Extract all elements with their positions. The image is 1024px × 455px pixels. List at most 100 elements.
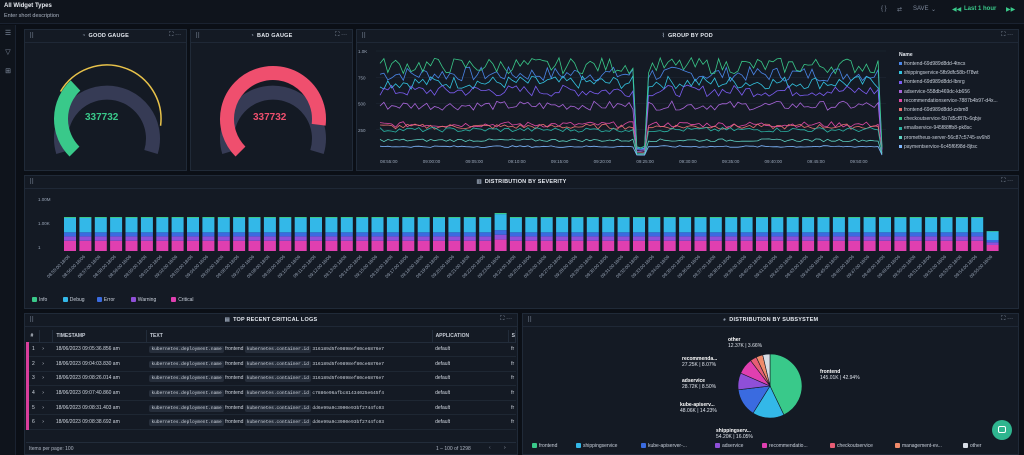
- column-header-text[interactable]: TEXT: [146, 330, 433, 343]
- drag-handle-icon[interactable]: ⠿: [361, 33, 367, 40]
- bar-segment: [356, 240, 369, 251]
- bar-segment: [786, 218, 799, 233]
- expand-row-icon[interactable]: ›: [39, 371, 53, 387]
- legend-item[interactable]: adservice-558db469dc-kb656: [899, 89, 970, 95]
- previous-page-icon[interactable]: ‹: [489, 445, 491, 451]
- legend-checkbox[interactable]: [532, 443, 537, 449]
- legend-title: Name: [899, 52, 913, 58]
- column-header-timestamp[interactable]: TIMESTAMP: [52, 330, 147, 343]
- series-line: [379, 145, 883, 156]
- panel-actions[interactable]: ⛶ ⋯: [1001, 32, 1013, 38]
- legend-item[interactable]: frontend-69d989d8dd-lbnrg: [899, 79, 965, 85]
- legend-checkbox[interactable]: [62, 297, 68, 303]
- legend-item[interactable]: management-ev...: [895, 443, 942, 449]
- bar-segment: [433, 217, 445, 218]
- legend-item[interactable]: Warning: [130, 297, 156, 303]
- legend-item[interactable]: frontend: [532, 443, 557, 449]
- time-range-button[interactable]: Last 1 hour: [964, 6, 997, 12]
- expand-row-icon[interactable]: ›: [39, 414, 53, 431]
- chevron-down-icon[interactable]: ⌄: [931, 7, 937, 13]
- pie-slice[interactable]: [762, 353, 771, 387]
- legend-item[interactable]: paymentservice-6c45f6f98d-8jtsc: [899, 144, 977, 150]
- expand-row-icon[interactable]: ›: [39, 342, 53, 358]
- legend-item[interactable]: shippingservice-5fb9dfc58b-f78wt: [899, 70, 979, 76]
- drag-handle-icon[interactable]: ⠿: [29, 179, 35, 186]
- panel-actions[interactable]: ⛶ ⋯: [1001, 178, 1013, 184]
- legend-item[interactable]: frontend-69d989d8dd-4tncs: [899, 61, 965, 67]
- bar-segment: [571, 217, 584, 218]
- pie-slice[interactable]: [769, 353, 803, 416]
- legend-item[interactable]: other: [963, 443, 981, 449]
- legend-checkbox[interactable]: [130, 297, 136, 303]
- legend-checkbox[interactable]: [830, 443, 835, 449]
- table-row[interactable]: 1 › 18/06/2023 09:05:36.856 am kubernete…: [26, 342, 516, 358]
- legend-checkbox[interactable]: [895, 443, 900, 449]
- legend-item[interactable]: Critical: [171, 297, 193, 303]
- row-application: default: [432, 356, 509, 372]
- legend-item[interactable]: Info: [32, 297, 47, 303]
- previous-range-icon[interactable]: ◀◀: [952, 7, 962, 13]
- text-value: 316189d5fe9898ef80ce6876e7: [312, 361, 385, 367]
- table-row[interactable]: 2 › 18/06/2023 09:04:03.830 am kubernete…: [26, 356, 516, 372]
- legend-item[interactable]: checkoutservice: [830, 443, 873, 449]
- legend-item[interactable]: emailservice-945f88ffb8-pk8sc: [899, 125, 972, 131]
- drag-handle-icon[interactable]: ⠿: [527, 317, 533, 324]
- expand-row-icon[interactable]: ›: [39, 385, 53, 401]
- legend-item[interactable]: recommendatio...: [762, 443, 808, 449]
- column-header-application[interactable]: APPLICATION: [432, 330, 509, 343]
- table-row[interactable]: 5 › 18/06/2023 09:08:31.403 am kubernete…: [26, 400, 516, 416]
- add-widget-icon[interactable]: ⊞: [5, 68, 11, 75]
- next-page-icon[interactable]: ›: [504, 445, 506, 451]
- column-header-number[interactable]: #: [27, 330, 40, 343]
- table-row[interactable]: 3 › 18/06/2023 09:08:26.014 am kubernete…: [26, 371, 516, 387]
- drag-handle-icon[interactable]: ⠿: [29, 33, 35, 40]
- bar-segment: [156, 232, 169, 237]
- dashboard-title[interactable]: All Widget Types: [4, 3, 52, 9]
- table-row[interactable]: 6 › 18/06/2023 09:08:38.692 am kubernete…: [26, 414, 516, 431]
- legend-checkbox[interactable]: [963, 443, 968, 449]
- legend-checkbox[interactable]: [32, 297, 37, 303]
- legend-item[interactable]: checkoutservice-5b7d5cf87b-6qbjv: [899, 116, 981, 122]
- group-by-pod-chart: 1.0K 750 500 250 08:55:00 09:00:00 09:05:00 09:…: [358, 49, 886, 164]
- legend-item[interactable]: recommendationservice-7887b4b97-d4x...: [899, 98, 998, 104]
- legend-checkbox[interactable]: [715, 443, 720, 449]
- legend-checkbox[interactable]: [171, 297, 177, 303]
- slice-value: 145.01K | 42.94%: [820, 375, 860, 381]
- expand-row-icon[interactable]: ›: [39, 356, 53, 372]
- list-icon[interactable]: ☰: [4, 30, 12, 37]
- chat-button[interactable]: [992, 420, 1012, 440]
- legend-item[interactable]: frontend-69d989d8dd-zxbm8: [899, 107, 968, 113]
- drag-handle-icon[interactable]: ⠿: [195, 33, 201, 40]
- legend-checkbox[interactable]: [576, 443, 581, 449]
- legend-item[interactable]: adservice: [715, 443, 743, 449]
- next-range-icon[interactable]: ▶▶: [1006, 7, 1016, 13]
- legend-item[interactable]: Error: [96, 297, 115, 303]
- filter-icon[interactable]: ▽: [5, 49, 11, 56]
- panel-actions[interactable]: ⛶ ⋯: [169, 32, 181, 38]
- bar-segment: [725, 236, 738, 241]
- save-button[interactable]: SAVE: [913, 6, 929, 12]
- bar-segment: [955, 232, 968, 237]
- drag-handle-icon[interactable]: ⠿: [29, 317, 35, 324]
- bar-segment: [648, 232, 661, 237]
- legend-item[interactable]: shippingservice: [576, 443, 617, 449]
- column-header-subsystem[interactable]: S: [508, 330, 517, 343]
- legend-item[interactable]: Debug: [62, 297, 85, 303]
- refresh-icon[interactable]: ⇄: [897, 7, 903, 13]
- panel-actions[interactable]: ⛶ ⋯: [500, 316, 512, 322]
- code-icon[interactable]: { }: [881, 6, 887, 12]
- legend-item[interactable]: kube-apiserver-...: [641, 443, 687, 449]
- legend-checkbox[interactable]: [641, 443, 646, 449]
- legend-item[interactable]: prometheus-server-56c87c5745-sv6h8: [899, 135, 990, 141]
- panel-actions[interactable]: ⛶ ⋯: [1001, 316, 1013, 322]
- panel-actions[interactable]: ⛶ ⋯: [335, 32, 347, 38]
- table-row[interactable]: 4 › 18/06/2023 09:07:40.860 am kubernete…: [26, 385, 516, 401]
- bar-segment: [571, 236, 584, 241]
- expand-row-icon[interactable]: ›: [39, 400, 53, 416]
- dashboard-description[interactable]: Enter short description: [4, 13, 60, 19]
- legend-checkbox[interactable]: [762, 443, 767, 449]
- legend-checkbox[interactable]: [96, 297, 102, 303]
- items-per-page[interactable]: Items per page: 100: [29, 446, 74, 452]
- bar-segment: [156, 217, 169, 218]
- bar-segment: [756, 217, 768, 218]
